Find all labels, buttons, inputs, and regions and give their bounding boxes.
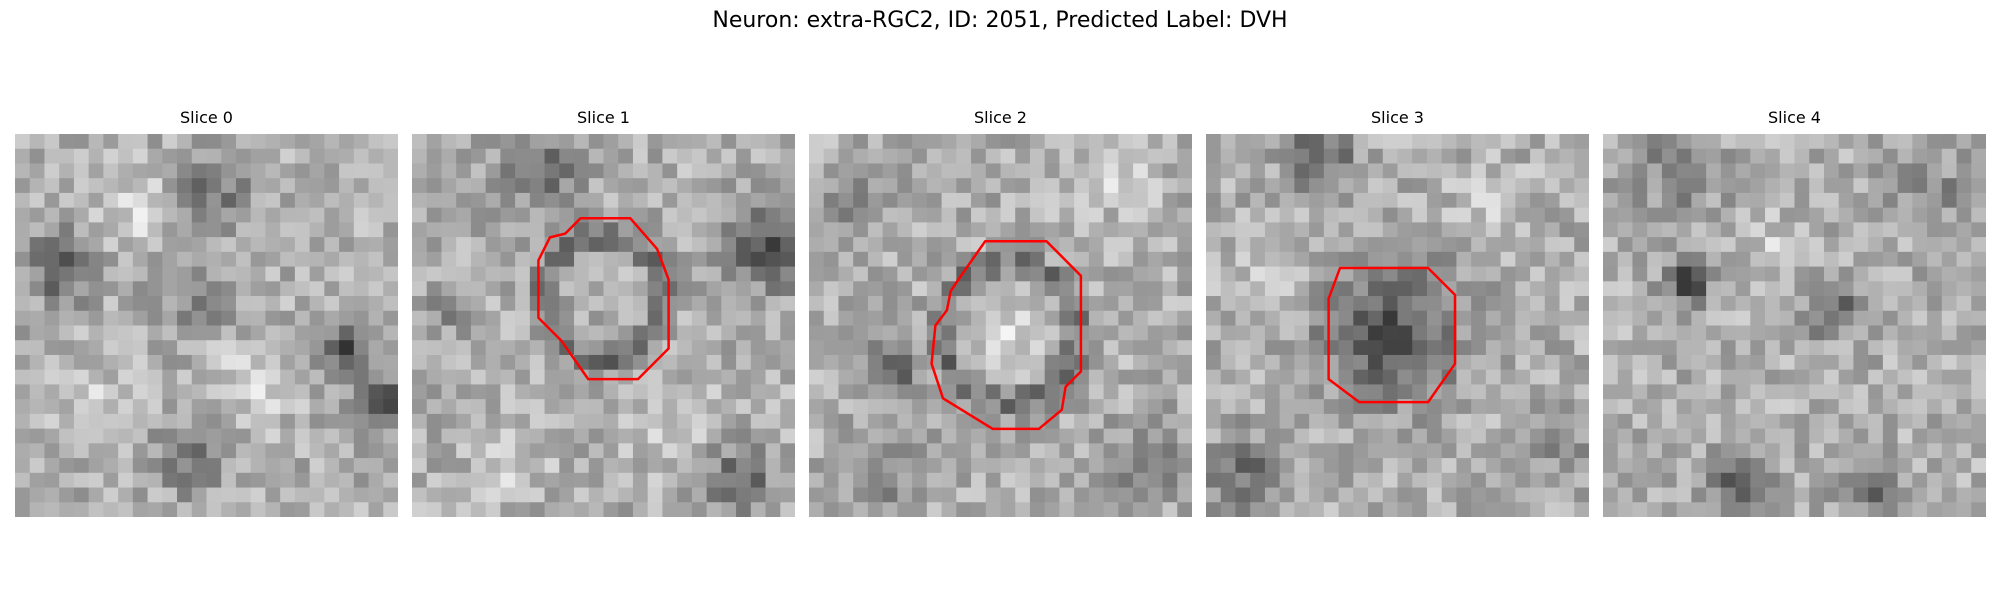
slice-image — [1603, 134, 1986, 517]
slice-panel-3: Slice 3 — [1206, 108, 1589, 520]
slice-title: Slice 3 — [1206, 108, 1589, 127]
slice-image — [809, 134, 1192, 517]
slice-image — [15, 134, 398, 517]
slice-title: Slice 4 — [1603, 108, 1986, 127]
slice-title: Slice 2 — [809, 108, 1192, 127]
slice-panel-1: Slice 1 — [412, 108, 795, 520]
figure-title: Neuron: extra-RGC2, ID: 2051, Predicted … — [0, 8, 2000, 33]
slice-image — [1206, 134, 1589, 517]
slice-title: Slice 0 — [15, 108, 398, 127]
slice-panel-0: Slice 0 — [15, 108, 398, 520]
slice-panel-4: Slice 4 — [1603, 108, 1986, 520]
slice-title: Slice 1 — [412, 108, 795, 127]
slice-image — [412, 134, 795, 517]
slice-panel-2: Slice 2 — [809, 108, 1192, 520]
